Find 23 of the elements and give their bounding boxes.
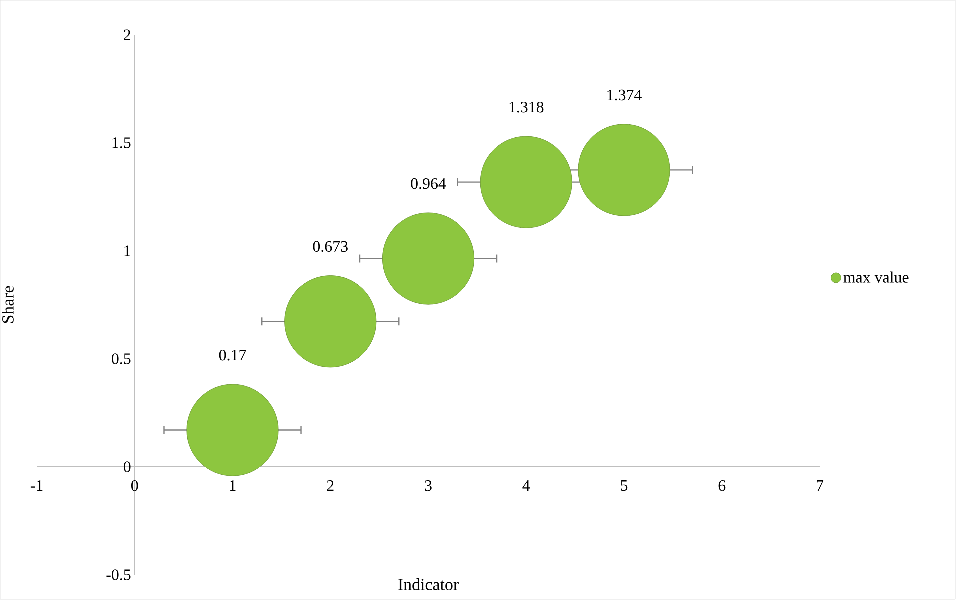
x-tick-label: 2 [327,480,334,492]
x-tick-label: 4 [522,480,530,492]
x-tick-label: -1 [30,480,43,492]
x-tick-label: 5 [621,480,628,492]
y-tick-label: 0.5 [112,354,131,364]
x-tick-label: 1 [230,480,236,492]
data-label: 1.318 [510,102,544,113]
x-axis-title: Indicator [398,578,459,590]
x-tick-label: 7 [817,480,824,491]
y-tick-label: 1.5 [112,138,131,148]
y-tick-label: 1 [124,246,130,256]
y-tick-label: 2 [124,30,130,40]
x-tick-label: 6 [718,480,726,492]
data-label: 0.673 [313,241,348,252]
data-label: 0.17 [219,350,246,361]
x-tick-label: 3 [425,480,432,492]
legend-label: max value [844,272,909,283]
data-label: 1.374 [608,90,642,101]
y-axis-title: Share [2,286,14,324]
y-tick-label: -0.5 [106,570,131,580]
y-tick-label: 0 [124,462,131,472]
x-tick-label: 0 [132,480,138,492]
data-label: 0.964 [411,178,446,190]
